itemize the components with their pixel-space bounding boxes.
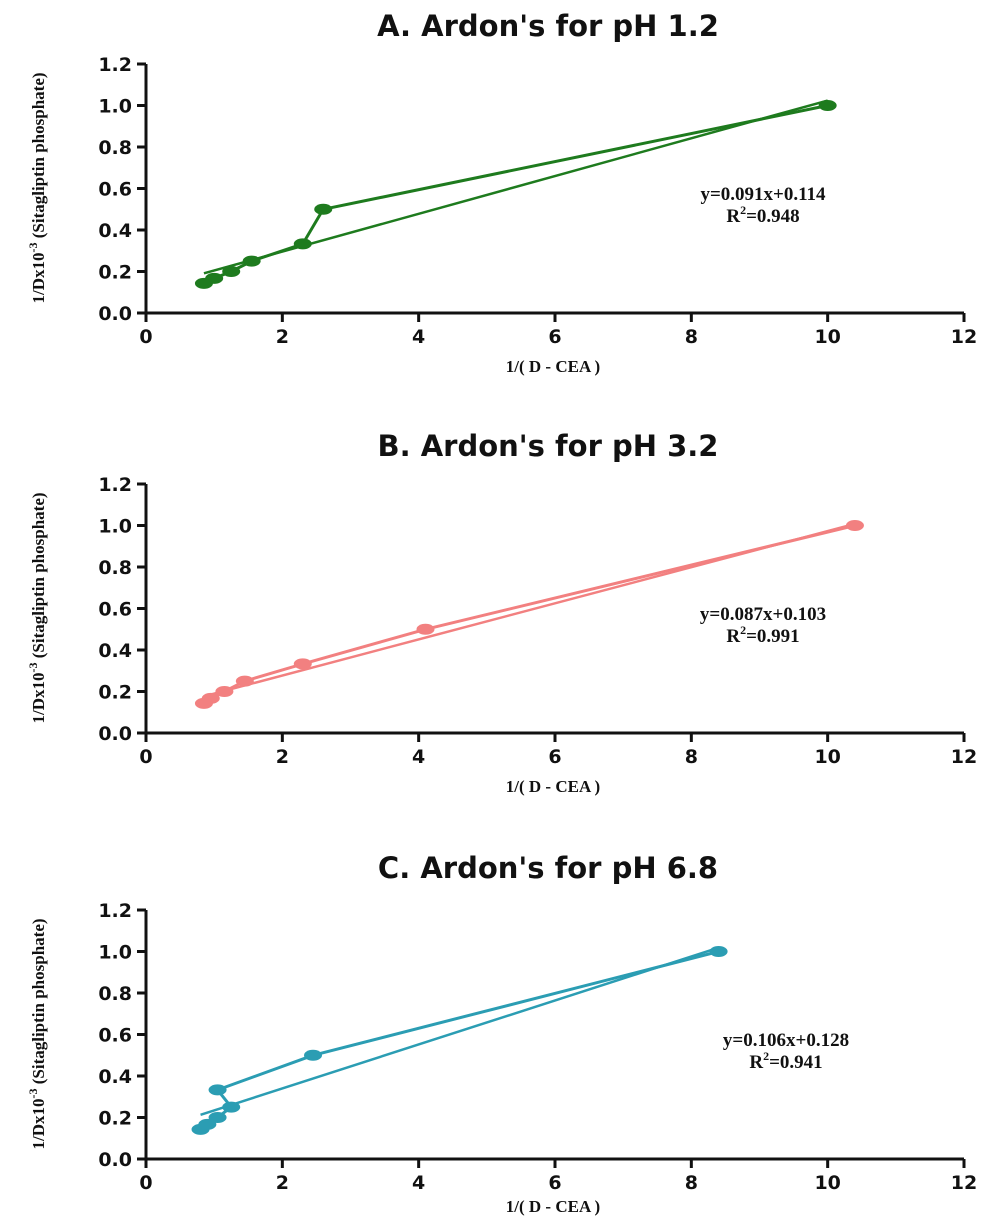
data-point — [314, 203, 333, 215]
data-point — [222, 1101, 241, 1113]
x-tick-label: 10 — [814, 326, 840, 348]
data-point — [222, 266, 241, 277]
data-point — [242, 255, 261, 267]
y-axis-label: 1/Dx10-3 (Sitagliptin phosphate) — [26, 492, 48, 723]
chart-panel-c: C. Ardon's for pH 6.8 1/Dx10-3 (Sitaglip… — [0, 830, 1000, 1217]
y-tick-label: 0.0 — [98, 1149, 132, 1171]
plot-area: 0.0 0.2 0.4 0.6 0.8 1.0 1.2 0 2 4 6 8 10 12 — [98, 900, 977, 1194]
x-tick-label: 0 — [139, 326, 152, 348]
r-squared: R2=0.991 — [726, 623, 799, 647]
x-tick-label: 2 — [276, 746, 289, 768]
y-tick-label: 0.2 — [98, 682, 132, 704]
data-point — [208, 1084, 227, 1096]
y-tick-label: 1.0 — [98, 942, 132, 964]
y-axis-label: 1/Dx10-3 (Sitagliptin phosphate) — [26, 918, 48, 1149]
svg-text:1/Dx10-3 (Sitagliptin phosphat: 1/Dx10-3 (Sitagliptin phosphate) — [26, 918, 48, 1149]
x-tick-label: 4 — [412, 1172, 425, 1194]
svg-text:1/Dx10-3 (Sitagliptin phosphat: 1/Dx10-3 (Sitagliptin phosphate) — [26, 72, 48, 303]
data-point — [215, 686, 234, 697]
y-tick-label: 0.2 — [98, 262, 132, 284]
chart-title: C. Ardon's for pH 6.8 — [378, 851, 718, 885]
chart-title: A. Ardon's for pH 1.2 — [377, 9, 719, 43]
data-point — [208, 1112, 227, 1123]
chart-panel-b: B. Ardon's for pH 3.2 1/Dx10-3 (Sitaglip… — [0, 410, 1000, 810]
x-axis-label: 1/( D - CEA ) — [506, 777, 600, 796]
data-point — [205, 272, 224, 284]
y-tick-label: 1.0 — [98, 96, 132, 118]
data-point — [818, 100, 837, 111]
fit-equation: y=0.087x+0.103 — [700, 604, 826, 625]
y-tick-label: 1.2 — [98, 900, 132, 922]
y-tick-label: 0.0 — [98, 303, 132, 325]
y-tick-label: 1.2 — [98, 54, 132, 76]
y-tick-label: 0.6 — [98, 179, 132, 201]
x-tick-label: 10 — [814, 746, 840, 768]
r-squared: R2=0.941 — [749, 1049, 822, 1073]
svg-text:1/Dx10-3 (Sitagliptin phosphat: 1/Dx10-3 (Sitagliptin phosphate) — [26, 492, 48, 723]
x-tick-label: 4 — [412, 746, 425, 768]
x-tick-label: 8 — [685, 746, 698, 768]
chart-svg-c: C. Ardon's for pH 6.8 1/Dx10-3 (Sitaglip… — [26, 851, 977, 1216]
data-point — [845, 520, 864, 531]
x-tick-label: 6 — [548, 326, 561, 348]
y-tick-label: 1.0 — [98, 516, 132, 538]
chart-svg-a: A. Ardon's for pH 1.2 1/Dx10-3 (Sitaglip… — [26, 9, 977, 376]
x-tick-label: 12 — [951, 1172, 977, 1194]
x-tick-label: 0 — [139, 1172, 152, 1194]
y-tick-label: 1.2 — [98, 474, 132, 496]
data-point — [235, 675, 254, 687]
x-tick-label: 6 — [548, 1172, 561, 1194]
x-tick-label: 6 — [548, 746, 561, 768]
x-axis-label: 1/( D - CEA ) — [506, 1197, 600, 1216]
data-point — [416, 623, 435, 635]
y-tick-label: 0.8 — [98, 137, 132, 159]
y-tick-label: 0.4 — [98, 640, 132, 662]
y-tick-label: 0.6 — [98, 1025, 132, 1047]
y-tick-label: 0.0 — [98, 723, 132, 745]
x-tick-label: 12 — [951, 326, 977, 348]
data-point — [304, 1049, 323, 1061]
x-tick-label: 10 — [814, 1172, 840, 1194]
data-point — [201, 692, 220, 704]
series-line — [199, 950, 719, 1131]
fit-equation: y=0.091x+0.114 — [700, 184, 826, 205]
data-point — [293, 658, 312, 670]
y-tick-label: 0.4 — [98, 220, 132, 242]
y-tick-label: 0.8 — [98, 557, 132, 579]
x-tick-label: 4 — [412, 326, 425, 348]
y-tick-label: 0.4 — [98, 1066, 132, 1088]
x-tick-label: 8 — [685, 326, 698, 348]
x-tick-label: 2 — [276, 1172, 289, 1194]
plot-area: 0.0 0.2 0.4 0.6 0.8 1.0 1.2 0 2 4 6 8 10 12 — [98, 474, 977, 768]
x-tick-label: 8 — [685, 1172, 698, 1194]
y-tick-label: 0.2 — [98, 1108, 132, 1130]
data-point — [709, 946, 728, 957]
data-point — [293, 238, 312, 250]
chart-svg-b: B. Ardon's for pH 3.2 1/Dx10-3 (Sitaglip… — [26, 429, 977, 796]
x-tick-label: 0 — [139, 746, 152, 768]
regression-line — [200, 946, 719, 1117]
plot-area: 0.0 0.2 0.4 0.6 0.8 1.0 1.2 0 2 4 6 8 10 12 — [98, 54, 977, 348]
x-tick-label: 12 — [951, 746, 977, 768]
r-squared: R2=0.948 — [726, 203, 799, 227]
x-tick-label: 2 — [276, 326, 289, 348]
y-tick-label: 0.8 — [98, 983, 132, 1005]
fit-equation: y=0.106x+0.128 — [723, 1030, 849, 1051]
y-axis-label: 1/Dx10-3 (Sitagliptin phosphate) — [26, 72, 48, 303]
y-tick-label: 0.6 — [98, 599, 132, 621]
chart-panel-a: A. Ardon's for pH 1.2 1/Dx10-3 (Sitaglip… — [0, 0, 1000, 400]
x-axis-label: 1/( D - CEA ) — [506, 357, 600, 376]
chart-title: B. Ardon's for pH 3.2 — [378, 429, 719, 463]
